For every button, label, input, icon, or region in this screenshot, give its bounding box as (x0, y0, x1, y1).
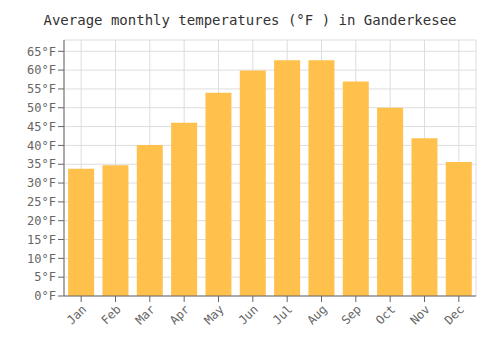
svg-text:15°F: 15°F (27, 233, 56, 247)
svg-text:35°F: 35°F (27, 157, 56, 171)
svg-text:50°F: 50°F (27, 101, 56, 115)
svg-text:Oct: Oct (373, 302, 398, 327)
html-text:Average monthly temperatures (: Average monthly temperatures (°F ) in Ga… (43, 12, 457, 28)
svg-text:Mar: Mar (133, 302, 158, 327)
svg-text:Aug: Aug (304, 302, 329, 327)
svg-text:0°F: 0°F (34, 289, 56, 303)
svg-text:60°F: 60°F (27, 63, 56, 77)
svg-text:55°F: 55°F (27, 82, 56, 96)
svg-text:Jul: Jul (270, 302, 295, 327)
svg-text:Apr: Apr (167, 302, 192, 327)
svg-text:45°F: 45°F (27, 120, 56, 134)
svg-text:40°F: 40°F (27, 139, 56, 153)
svg-text:Jun: Jun (236, 302, 261, 327)
svg-text:Nov: Nov (407, 302, 432, 327)
svg-text:65°F: 65°F (27, 45, 56, 59)
svg-text:Feb: Feb (98, 302, 123, 327)
svg-text:10°F: 10°F (27, 252, 56, 266)
svg-text:20°F: 20°F (27, 214, 56, 228)
svg-text:Jan: Jan (64, 302, 89, 327)
svg-text:May: May (201, 302, 226, 327)
svg-text:Sep: Sep (339, 302, 364, 327)
svg-text:5°F: 5°F (34, 270, 56, 284)
svg-text:25°F: 25°F (27, 195, 56, 209)
svg-text:30°F: 30°F (27, 176, 56, 190)
svg-text:Dec: Dec (442, 302, 467, 327)
